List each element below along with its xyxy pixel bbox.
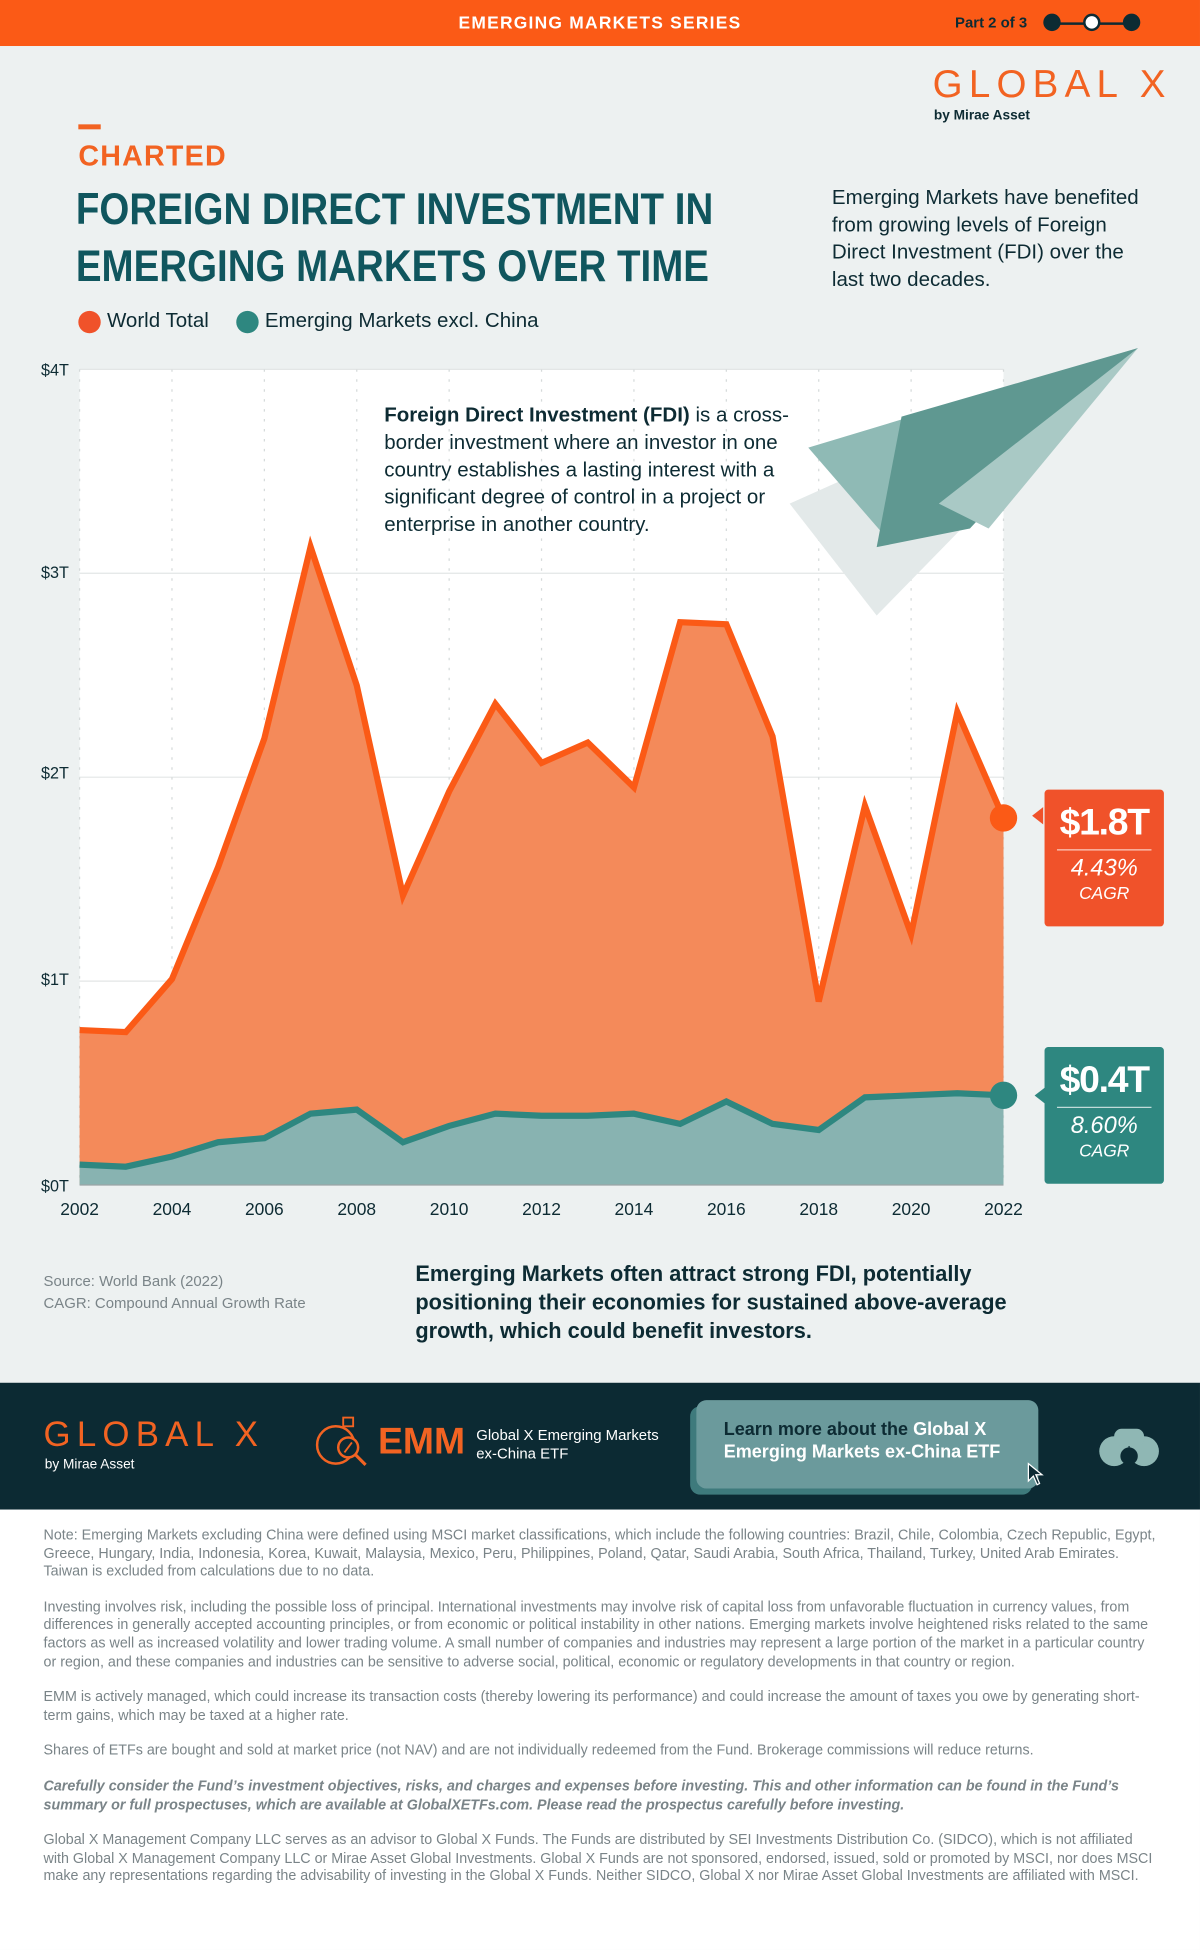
definition-text: is a cross-border investment where an in… <box>384 404 789 536</box>
footer-brand-subtitle: by Mirae Asset <box>44 1457 135 1473</box>
area-world <box>79 546 1004 1186</box>
cursor-icon <box>1027 1462 1044 1486</box>
progress-dot-2-current <box>1083 13 1101 32</box>
callout-pointer <box>1034 1086 1046 1105</box>
y-tick: $1T <box>41 969 69 989</box>
globe-percent-icon <box>315 1416 367 1466</box>
kicker: CHARTED <box>78 139 227 172</box>
y-tick: $2T <box>41 763 69 783</box>
y-tick: $4T <box>41 360 69 380</box>
top-bar <box>0 0 1200 47</box>
fund-name: Global X Emerging Markets ex-China ETF <box>476 1426 659 1463</box>
takeaway-text: Emerging Markets often attract strong FD… <box>415 1260 1007 1343</box>
x-tick: 2014 <box>614 1198 654 1219</box>
source-line: Source: World Bank (2022) <box>43 1272 224 1290</box>
y-tick: $3T <box>41 563 69 582</box>
note-paragraph: EMM is actively managed, which could inc… <box>43 1690 1140 1724</box>
legend-world: World Total <box>78 309 209 334</box>
x-tick: 2022 <box>984 1198 1023 1219</box>
em-callout: $0.4T 8.60% CAGR <box>1044 1047 1164 1184</box>
cta-prefix: Learn more about the <box>723 1420 914 1440</box>
prospectus-warning: Carefully consider the Fund’s investment… <box>43 1779 1119 1813</box>
kicker-dash <box>78 124 101 130</box>
x-tick: 2010 <box>429 1198 469 1219</box>
x-tick: 2020 <box>891 1198 931 1219</box>
note-paragraph: Global X Management Company LLC serves a… <box>43 1833 1153 1885</box>
area-chart <box>78 368 1018 1186</box>
x-tick: 2002 <box>60 1198 99 1219</box>
definition-term: Foreign Direct Investment (FDI) <box>384 404 690 427</box>
note-paragraph: Shares of ETFs are bought and sold at ma… <box>43 1743 1034 1759</box>
x-tick: 2016 <box>706 1198 746 1219</box>
callout-cagr-value: 4.43% <box>1070 855 1138 882</box>
part-indicator: Part 2 of 3 <box>955 13 1028 32</box>
fdi-definition: Foreign Direct Investment (FDI) is a cro… <box>384 402 807 539</box>
learn-more-button[interactable]: Learn more about the Global X Emerging M… <box>696 1400 1039 1489</box>
brand-subtitle: by Mirae Asset <box>933 108 1030 124</box>
x-tick: 2006 <box>244 1198 284 1219</box>
legend-swatch <box>236 310 259 333</box>
y-tick: $0T <box>41 1176 69 1196</box>
binoculars-icon <box>1099 1428 1159 1467</box>
cta-fund-name: Global X Emerging Markets ex-China ETF <box>723 1420 1001 1463</box>
world-total-callout: $1.8T 4.43% CAGR <box>1044 789 1164 927</box>
page-title: FOREIGN DIRECT INVESTMENT IN EMERGING MA… <box>75 182 714 291</box>
x-tick: 2018 <box>799 1198 839 1219</box>
cagr-definition: CAGR: Compound Annual Growth Rate <box>43 1294 306 1312</box>
note-paragraph: Investing involves risk, including the p… <box>43 1600 1149 1670</box>
callout-value: $0.4T <box>1059 1059 1150 1101</box>
x-tick: 2004 <box>152 1198 192 1219</box>
series-label: EMERGING MARKETS SERIES <box>458 12 742 33</box>
callout-cagr-value: 8.60% <box>1070 1112 1138 1140</box>
footer-global-x-logo: GLOBAL X <box>43 1415 265 1454</box>
line-em <box>79 1090 1004 1170</box>
fund-ticker: EMM <box>378 1421 466 1463</box>
global-x-logo: GLOBAL X <box>932 62 1172 106</box>
x-tick: 2012 <box>522 1198 561 1219</box>
line-world <box>79 535 1007 1036</box>
paper-plane-money-icon <box>789 348 1138 616</box>
callout-cagr-label: CAGR <box>1079 882 1130 903</box>
legend-label: World Total <box>106 309 209 333</box>
x-tick: 2008 <box>337 1198 377 1219</box>
note-paragraph: Note: Emerging Markets excluding China w… <box>43 1528 1156 1580</box>
intro-text: Emerging Markets have benefited from gro… <box>831 186 1139 291</box>
disclosures: Note: Emerging Markets excluding China w… <box>0 1509 1200 1950</box>
legend-swatch <box>78 310 101 333</box>
progress-dot-3 <box>1122 13 1141 32</box>
endpoint-marker <box>989 804 1018 832</box>
callout-pointer <box>1032 807 1044 825</box>
source-note: Source: World Bank (2022) CAGR: Compound … <box>44 1270 306 1315</box>
callout-cagr-label: CAGR <box>1079 1140 1130 1161</box>
callout-value: $1.8T <box>1059 802 1150 844</box>
legend-label: Emerging Markets excl. China <box>264 309 539 333</box>
legend-em: Emerging Markets excl. China <box>236 309 539 334</box>
progress-dot-1 <box>1043 13 1061 32</box>
endpoint-marker <box>989 1081 1018 1110</box>
